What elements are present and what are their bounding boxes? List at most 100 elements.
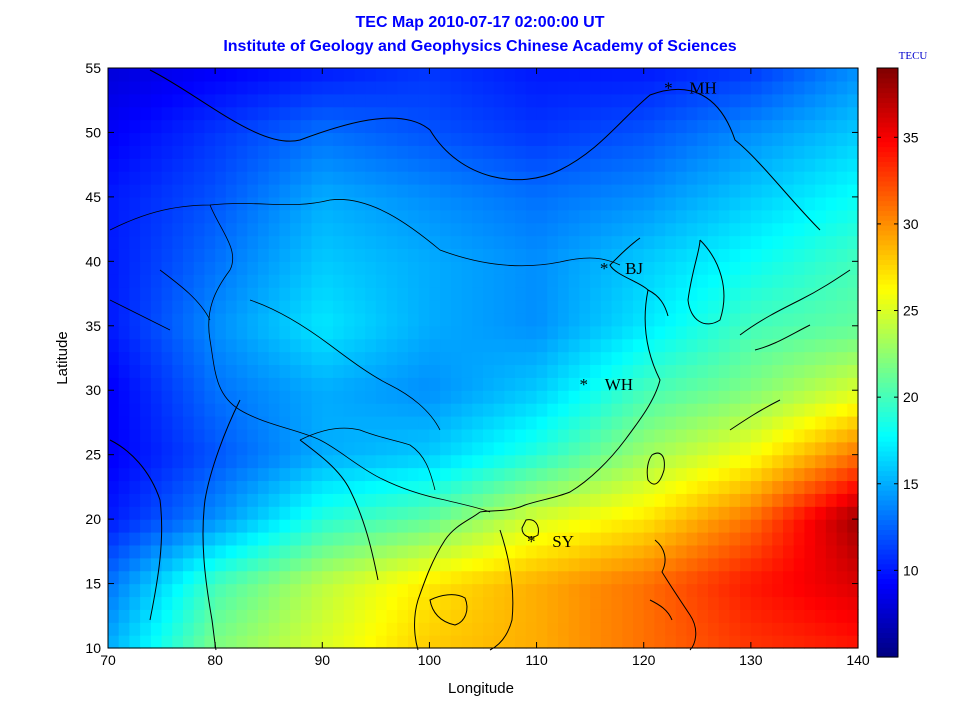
heatmap-cell: [836, 338, 848, 353]
heatmap-cell: [547, 119, 559, 134]
heatmap-cell: [568, 519, 581, 533]
heatmap-cell: [611, 184, 623, 198]
heatmap-cell: [600, 364, 613, 378]
heatmap-cell: [225, 390, 238, 404]
colorbar-segment: [877, 617, 898, 624]
heatmap-cell: [172, 390, 184, 404]
heatmap-cell: [215, 68, 227, 82]
heatmap-cell: [429, 248, 441, 262]
heatmap-cell: [354, 274, 366, 288]
heatmap-cell: [568, 171, 581, 185]
heatmap-cell: [654, 635, 666, 649]
heatmap-cell: [483, 119, 495, 134]
heatmap-cell: [268, 287, 281, 301]
heatmap-cell: [847, 583, 859, 598]
station-label: BJ: [625, 259, 643, 278]
heatmap-cell: [258, 403, 270, 417]
heatmap-cell: [568, 635, 581, 649]
heatmap-cell: [161, 583, 173, 598]
heatmap-cell: [236, 171, 248, 185]
heatmap-cell: [129, 132, 141, 146]
heatmap-cell: [225, 557, 238, 572]
heatmap-cell: [793, 390, 806, 404]
heatmap-cell: [740, 235, 752, 250]
heatmap-cell: [236, 274, 248, 288]
heatmap-cell: [279, 377, 291, 391]
heatmap-cell: [483, 312, 495, 327]
heatmap-cell: [440, 145, 452, 159]
heatmap-cell: [504, 506, 516, 520]
heatmap-cell: [333, 416, 345, 430]
heatmap-cell: [472, 622, 484, 636]
heatmap-cell: [708, 93, 720, 108]
heatmap-cell: [525, 596, 538, 610]
heatmap-cell: [375, 622, 388, 636]
heatmap-cell: [568, 493, 581, 507]
colorbar-segment: [877, 485, 898, 491]
heatmap-cell: [215, 390, 227, 404]
heatmap-cell: [418, 377, 431, 391]
heatmap-cell: [418, 196, 431, 211]
heatmap-cell: [386, 68, 398, 82]
heatmap-cell: [290, 145, 302, 159]
colorbar-segment: [877, 470, 898, 476]
heatmap-cell: [386, 467, 398, 482]
heatmap-cell: [472, 467, 484, 482]
heatmap-cell: [183, 338, 195, 353]
heatmap-cell: [761, 274, 773, 288]
heatmap-cell: [643, 570, 656, 585]
heatmap-cell: [300, 454, 313, 469]
heatmap-cell: [118, 532, 131, 546]
heatmap-cell: [483, 93, 495, 108]
heatmap-cell: [825, 467, 838, 482]
heatmap-cell: [547, 583, 559, 598]
heatmap-cell: [804, 68, 816, 82]
colorbar-segment: [877, 328, 898, 334]
heatmap-cell: [697, 454, 709, 469]
heatmap-cell: [761, 68, 773, 82]
heatmap-cell: [611, 145, 623, 159]
heatmap-cell: [108, 493, 120, 507]
heatmap-cell: [118, 132, 131, 146]
heatmap-cell: [333, 351, 345, 366]
heatmap-cell: [343, 93, 356, 108]
heatmap-cell: [515, 428, 527, 443]
heatmap-cell: [108, 325, 120, 340]
heatmap-cell: [183, 132, 195, 146]
heatmap-cell: [397, 209, 409, 224]
heatmap-cell: [686, 171, 698, 185]
heatmap-cell: [772, 428, 784, 443]
heatmap-cell: [654, 300, 666, 314]
heatmap-cell: [375, 493, 388, 507]
heatmap-cell: [558, 80, 570, 95]
heatmap-cell: [708, 635, 720, 649]
heatmap-cell: [515, 68, 527, 82]
colorbar-segment: [877, 475, 898, 481]
heatmap-cell: [611, 480, 623, 494]
heatmap-cell: [140, 351, 152, 366]
heatmap-cell: [150, 300, 163, 314]
colorbar-segment: [877, 362, 898, 369]
heatmap-cell: [300, 222, 313, 237]
heatmap-cell: [108, 635, 120, 649]
heatmap-cell: [686, 145, 698, 159]
heatmap-cell: [815, 609, 827, 623]
heatmap-cell: [654, 596, 666, 610]
heatmap-cell: [450, 416, 463, 430]
heatmap-cell: [825, 145, 838, 159]
heatmap-cell: [804, 390, 816, 404]
heatmap-cell: [161, 493, 173, 507]
heatmap-cell: [825, 274, 838, 288]
heatmap-cell: [408, 532, 420, 546]
heatmap-cell: [268, 493, 281, 507]
heatmap-cell: [472, 351, 484, 366]
heatmap-cell: [847, 467, 859, 482]
heatmap-cell: [450, 184, 463, 198]
heatmap-cell: [161, 364, 173, 378]
heatmap-cell: [450, 351, 463, 366]
heatmap-cell: [258, 428, 270, 443]
heatmap-cell: [750, 377, 763, 391]
heatmap-cell: [108, 377, 120, 391]
colorbar-segment: [877, 220, 898, 226]
heatmap-cell: [215, 557, 227, 572]
